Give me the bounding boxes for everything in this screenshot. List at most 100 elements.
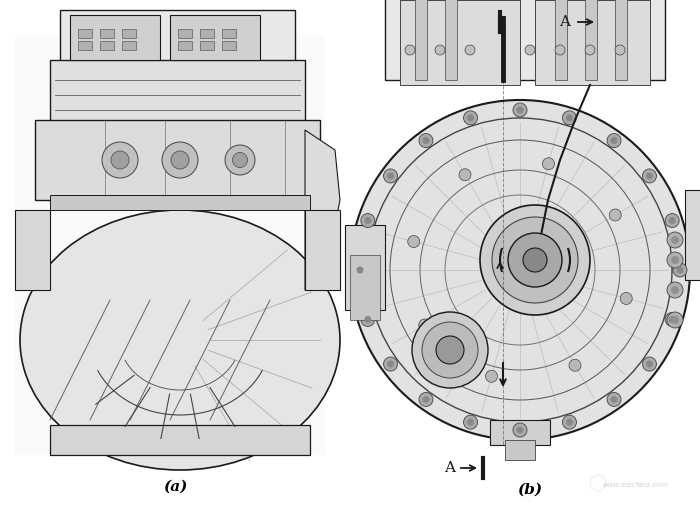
Circle shape <box>360 312 374 327</box>
Text: A: A <box>559 15 570 29</box>
Text: (b): (b) <box>517 483 542 497</box>
Circle shape <box>643 169 657 183</box>
Circle shape <box>668 316 676 323</box>
Bar <box>535 0 650 85</box>
Bar <box>445 0 457 80</box>
Bar <box>555 0 567 80</box>
Bar <box>178 29 192 38</box>
Circle shape <box>412 312 488 388</box>
Circle shape <box>665 213 679 228</box>
Bar <box>70 15 160 60</box>
Circle shape <box>607 133 621 148</box>
Circle shape <box>667 232 683 248</box>
Circle shape <box>459 169 471 180</box>
Bar <box>400 0 520 85</box>
Ellipse shape <box>20 210 340 470</box>
Circle shape <box>387 172 394 179</box>
Bar <box>50 195 310 210</box>
Circle shape <box>422 322 478 378</box>
Bar <box>15 35 325 455</box>
Bar <box>200 29 214 38</box>
Circle shape <box>523 248 547 272</box>
Bar <box>178 41 192 50</box>
Circle shape <box>673 263 687 277</box>
Bar <box>100 29 114 38</box>
Bar <box>200 41 214 50</box>
Bar <box>685 190 700 280</box>
Circle shape <box>492 217 578 303</box>
Circle shape <box>102 142 138 178</box>
Bar <box>490 420 550 445</box>
Circle shape <box>667 282 683 298</box>
Circle shape <box>609 209 622 221</box>
Bar <box>100 41 114 50</box>
Circle shape <box>513 423 527 437</box>
Circle shape <box>610 137 617 144</box>
Circle shape <box>615 45 625 55</box>
Circle shape <box>667 312 683 328</box>
Text: www.elecfans.com: www.elecfans.com <box>602 482 668 488</box>
Circle shape <box>667 252 683 268</box>
Circle shape <box>610 396 617 403</box>
Circle shape <box>407 236 420 247</box>
Bar <box>615 0 627 80</box>
Bar <box>15 210 50 290</box>
Circle shape <box>646 172 653 179</box>
Bar <box>122 41 136 50</box>
Circle shape <box>517 106 524 114</box>
Bar <box>60 10 295 65</box>
Circle shape <box>668 217 676 224</box>
Bar <box>345 225 385 310</box>
Circle shape <box>364 217 371 224</box>
Circle shape <box>384 169 398 183</box>
Polygon shape <box>305 130 340 290</box>
Circle shape <box>513 103 527 117</box>
Circle shape <box>569 359 581 371</box>
Circle shape <box>525 45 535 55</box>
Circle shape <box>423 137 430 144</box>
Circle shape <box>171 151 189 169</box>
Circle shape <box>542 158 554 170</box>
Bar <box>305 210 340 290</box>
Circle shape <box>419 392 433 407</box>
Bar <box>35 120 320 200</box>
Circle shape <box>665 312 679 327</box>
Circle shape <box>419 133 433 148</box>
Circle shape <box>463 111 477 125</box>
Circle shape <box>387 360 394 368</box>
Circle shape <box>384 357 398 371</box>
Bar <box>50 60 305 125</box>
Circle shape <box>620 293 632 305</box>
Bar <box>122 29 136 38</box>
Circle shape <box>486 370 498 382</box>
Circle shape <box>356 267 363 273</box>
Circle shape <box>607 392 621 407</box>
Circle shape <box>566 115 573 121</box>
Circle shape <box>435 45 445 55</box>
Circle shape <box>364 316 371 323</box>
Bar <box>78 41 92 50</box>
Circle shape <box>643 357 657 371</box>
Bar <box>170 15 260 60</box>
Circle shape <box>111 151 129 169</box>
Bar <box>505 440 535 460</box>
Circle shape <box>585 45 595 55</box>
Circle shape <box>671 286 679 294</box>
Text: A: A <box>444 461 455 475</box>
Circle shape <box>671 256 679 264</box>
Circle shape <box>467 419 474 426</box>
Circle shape <box>508 233 562 287</box>
Circle shape <box>419 319 430 331</box>
Bar <box>385 0 665 80</box>
Circle shape <box>671 316 679 324</box>
Circle shape <box>225 145 255 175</box>
Bar <box>585 0 597 80</box>
Circle shape <box>671 236 679 244</box>
Bar <box>415 0 427 80</box>
Circle shape <box>646 360 653 368</box>
Circle shape <box>162 142 198 178</box>
Circle shape <box>676 267 683 273</box>
Bar <box>222 41 236 50</box>
Circle shape <box>467 115 474 121</box>
Circle shape <box>350 100 690 440</box>
